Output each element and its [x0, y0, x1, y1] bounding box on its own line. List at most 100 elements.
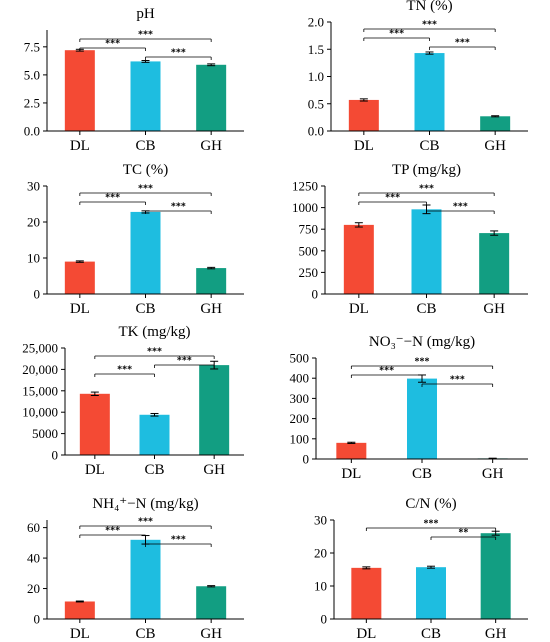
- x-tick-label-DL: DL: [349, 301, 369, 317]
- bar-DL: [64, 601, 95, 619]
- chart-title: pH: [136, 6, 155, 22]
- significance-label: ***: [171, 535, 186, 546]
- y-tick-label: 1000: [292, 200, 318, 215]
- significance-label: ***: [105, 526, 120, 537]
- bar-GH: [479, 233, 510, 294]
- x-tick-label-CB: CB: [135, 301, 155, 317]
- bar-GH: [199, 365, 230, 455]
- significance-bracket: ***: [79, 30, 212, 42]
- y-tick-label: 0: [303, 452, 310, 467]
- significance-label: ***: [105, 193, 120, 204]
- bar-DL: [351, 567, 382, 619]
- y-tick-label: 500: [290, 351, 310, 366]
- significance-bracket: ***: [94, 365, 155, 377]
- significance-bracket: ***: [145, 48, 212, 60]
- error-bar-GH: [490, 230, 499, 236]
- x-tick-label-CB: CB: [416, 301, 436, 317]
- chart-panel-7: NH₄⁺−N (mg/kg) 0 20 40 60 DL CB GH *** *** ***: [27, 496, 244, 642]
- x-tick-label-DL: DL: [354, 138, 374, 154]
- x-tick-label-DL: DL: [341, 466, 361, 482]
- y-tick-label: 0: [34, 612, 41, 627]
- significance-bracket: ***: [145, 535, 212, 547]
- error-bar-GH: [207, 63, 216, 67]
- error-bar-CB: [150, 412, 159, 417]
- significance-bracket: ***: [79, 526, 146, 538]
- significance-label: ***: [455, 38, 470, 49]
- chart-panel-3: TC (%) 0 10 20 30 DL CB GH *** *** ***: [27, 162, 244, 317]
- bar-CB: [130, 211, 161, 294]
- bar-CB: [414, 53, 445, 131]
- x-tick-label-GH: GH: [485, 626, 507, 642]
- significance-bracket: ***: [358, 193, 427, 205]
- significance-label: ***: [105, 39, 120, 50]
- error-bar-CB: [427, 565, 435, 569]
- chart-panel-2: TN (%) 0.0 0.5 1.0 1.5 2.0 DL CB GH *** *** ***: [308, 0, 528, 154]
- bar-GH: [196, 586, 227, 619]
- error-bar-DL: [359, 98, 368, 102]
- chart-title: TK (mg/kg): [118, 324, 190, 340]
- significance-bracket: ***: [145, 202, 212, 214]
- x-tick-label-GH: GH: [482, 466, 504, 482]
- significance-bracket: ***: [429, 38, 496, 50]
- bar-CB: [407, 378, 437, 459]
- chart-panel-1: pH 0.0 2.5 5.0 7.5 DL CB GH *** *** ***: [24, 6, 244, 154]
- y-tick-label: 25,000: [22, 341, 58, 356]
- y-tick-label: 200: [290, 411, 310, 426]
- bar-DL: [336, 442, 367, 459]
- y-tick-label: 0.0: [308, 124, 324, 139]
- bar-DL: [64, 50, 95, 132]
- y-tick-label: 20: [314, 546, 327, 561]
- significance-label: ***: [415, 357, 430, 368]
- y-tick-label: 10: [314, 579, 327, 594]
- error-bar-GH: [491, 530, 500, 536]
- significance-bracket: ***: [79, 184, 212, 196]
- significance-label: ***: [389, 29, 404, 40]
- significance-bracket: ***: [426, 202, 495, 214]
- bar-GH: [480, 533, 511, 619]
- significance-bracket: ***: [365, 519, 497, 531]
- significance-label: ***: [453, 202, 468, 213]
- y-tick-label: 1250: [292, 179, 318, 194]
- chart-title: NH₄⁺−N (mg/kg): [92, 496, 198, 512]
- y-tick-label: 20,000: [22, 362, 58, 377]
- y-tick-label: 500: [299, 243, 319, 258]
- bar-CB: [411, 209, 442, 294]
- error-bar-DL: [75, 600, 84, 603]
- bar-GH: [480, 116, 511, 131]
- bar-CB: [130, 61, 161, 131]
- y-tick-label: 0: [34, 287, 41, 302]
- bar-CB: [130, 539, 161, 619]
- chart-title: TN (%): [406, 0, 452, 14]
- y-tick-label: 5.0: [24, 67, 40, 82]
- x-tick-label-DL: DL: [70, 626, 90, 642]
- x-tick-label-DL: DL: [356, 626, 376, 642]
- significance-bracket: ***: [358, 184, 495, 196]
- chart-panel-6: NO₃⁻−N (mg/kg) 0 100 200 300 400 500 DL CB GH *** *…: [290, 334, 528, 482]
- x-tick-label-CB: CB: [412, 466, 432, 482]
- significance-label: ***: [424, 519, 439, 530]
- y-tick-label: 100: [290, 431, 310, 446]
- x-tick-label-DL: DL: [70, 138, 90, 154]
- chart-title: C/N (%): [405, 496, 456, 512]
- significance-label: ***: [138, 30, 153, 41]
- bar-DL: [343, 224, 374, 294]
- x-tick-label-GH: GH: [200, 301, 222, 317]
- significance-bracket: ***: [79, 517, 212, 529]
- y-tick-label: 60: [27, 520, 40, 535]
- y-tick-label: 40: [27, 551, 40, 566]
- error-bar-GH: [207, 266, 216, 270]
- significance-label: ***: [385, 193, 400, 204]
- y-tick-label: 7.5: [24, 39, 40, 54]
- significance-bracket: ***: [363, 29, 430, 41]
- error-bar-GH: [491, 115, 500, 118]
- error-bar-CB: [425, 51, 434, 55]
- x-tick-label-GH: GH: [483, 301, 505, 317]
- significance-bracket: ***: [350, 366, 423, 378]
- y-tick-label: 400: [290, 371, 310, 386]
- error-bar-DL: [90, 391, 99, 397]
- significance-bracket: ***: [154, 356, 215, 368]
- significance-label: ***: [450, 375, 465, 386]
